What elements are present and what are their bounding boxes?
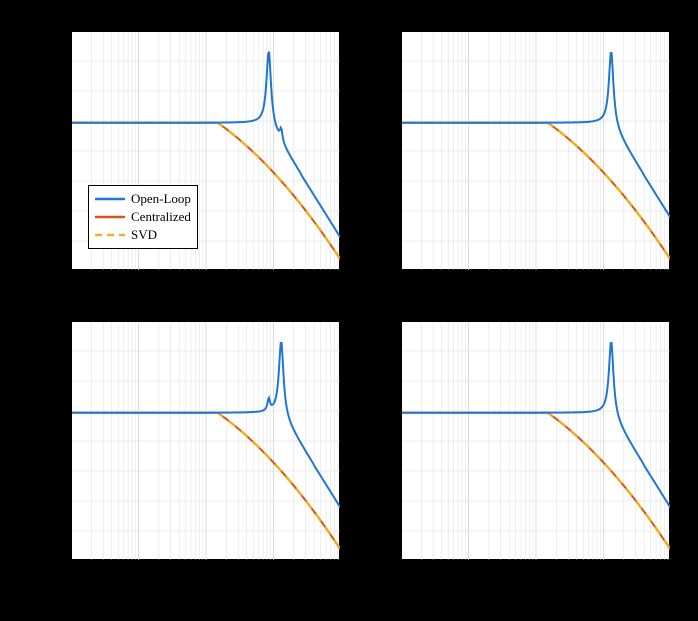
y-tick-label: -200 [26,233,66,245]
x-tick-label: 10-2 [448,564,488,580]
x-axis-label-left: Frequency (Hz) [105,584,305,600]
legend-entry-open_loop: Open-Loop [95,190,191,208]
chart-panel-bl [70,320,340,560]
x-tick-label: 100 [253,564,293,580]
y-axis-label-top: Gain (dB) [40,122,56,178]
legend-entry-centralized: Centralized [95,208,191,226]
legend-label: SVD [131,227,157,243]
y-tick-label: 100 [26,343,66,355]
chart-panel-br [400,320,670,560]
legend-entry-svd: SVD [95,226,191,244]
x-axis-label-right: Frequency (Hz) [435,584,635,600]
legend-label: Open-Loop [131,191,191,207]
y-tick-label: -200 [26,523,66,535]
x-tick-label: 100 [583,564,623,580]
y-tick-label: 100 [26,53,66,65]
y-axis-label-bot: Gain (dB) [40,412,56,468]
x-tick-label: 10-2 [118,564,158,580]
legend-label: Centralized [131,209,191,225]
legend: Open-Loop Centralized SVD [88,185,198,249]
chart-panel-tr [400,30,670,270]
